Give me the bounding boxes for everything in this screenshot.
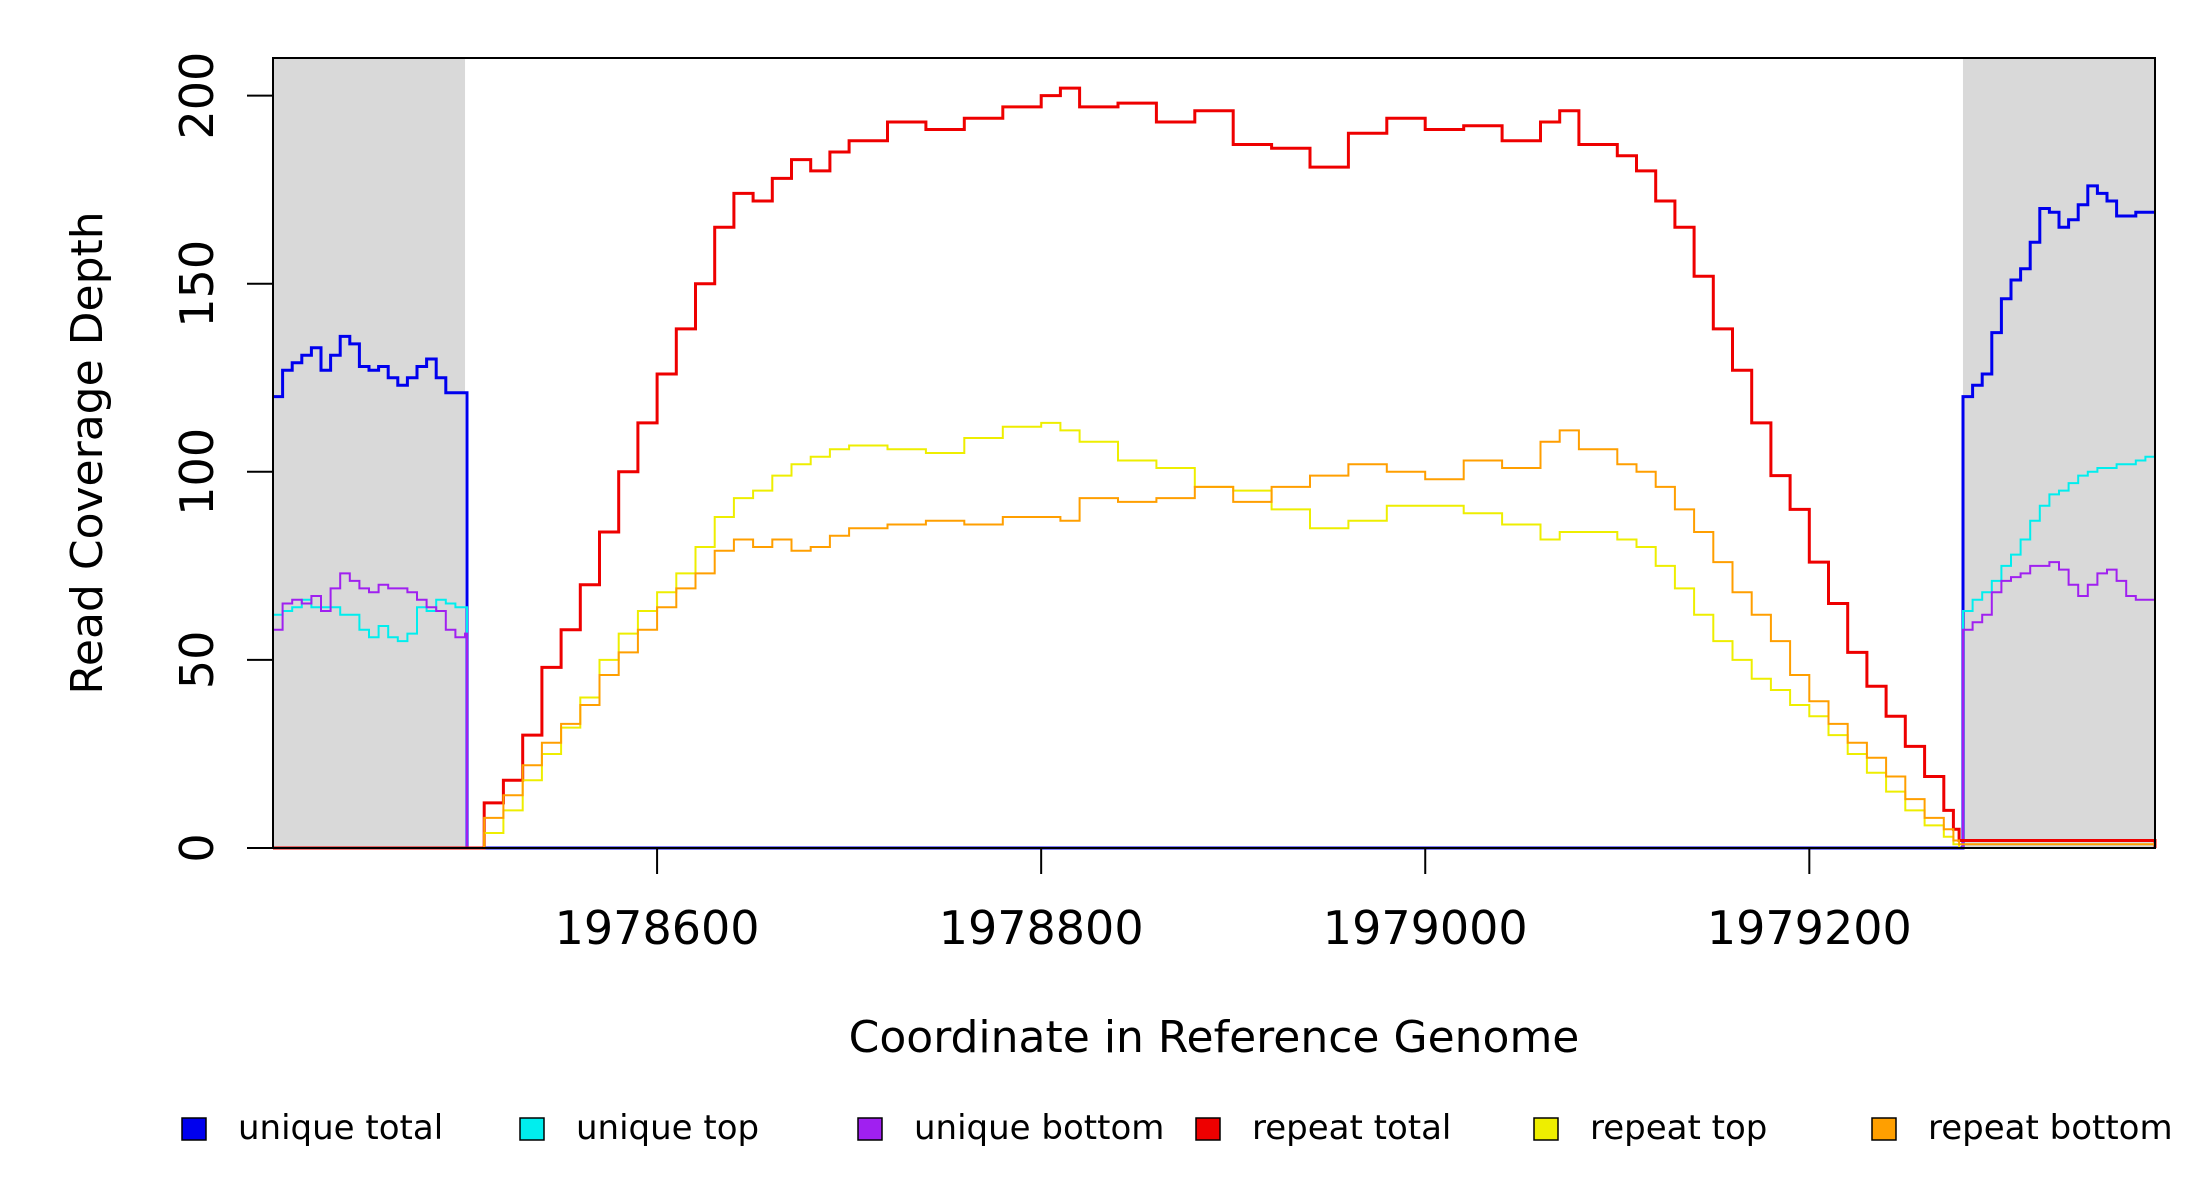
- legend-label-repeat-bottom: repeat bottom: [1928, 1108, 2173, 1148]
- legend-swatch-repeat-top: [1533, 1117, 1559, 1141]
- y-tick-label: 0: [170, 833, 224, 862]
- series-line-repeat-total: [273, 86, 2157, 850]
- y-tick-label: 50: [170, 631, 224, 690]
- y-tick-label: 150: [170, 240, 224, 328]
- series-line-unique-top: [273, 455, 2155, 849]
- y-axis: 0 50 100 150 200: [170, 52, 273, 863]
- legend-swatch-unique-total: [181, 1117, 207, 1141]
- legend-swatch-unique-top: [519, 1117, 545, 1141]
- legend-swatch-unique-bottom: [857, 1117, 883, 1141]
- legend-label-repeat-top: repeat top: [1590, 1108, 1767, 1148]
- x-tick-label: 1978600: [555, 901, 760, 955]
- legend-label-unique-top: unique top: [576, 1108, 759, 1148]
- legend-label-repeat-total: repeat total: [1252, 1108, 1451, 1148]
- y-tick-label: 200: [170, 52, 224, 140]
- x-tick-label: 1978800: [939, 901, 1144, 955]
- x-tick-label: 1979200: [1707, 901, 1912, 955]
- y-axis-title: Read Coverage Depth: [62, 211, 113, 694]
- legend: unique total unique top unique bottom repea…: [181, 1108, 2173, 1148]
- shaded-region-2: [1962, 58, 2155, 848]
- x-axis-title: Coordinate in Reference Genome: [849, 1012, 1580, 1063]
- legend-label-unique-bottom: unique bottom: [914, 1108, 1164, 1148]
- x-axis: 1978600 1978800 1979000 1979200: [555, 848, 1912, 955]
- y-tick-label: 100: [170, 428, 224, 516]
- legend-swatch-repeat-total: [1195, 1117, 1221, 1141]
- x-tick-label: 1979000: [1323, 901, 1528, 955]
- shaded-regions: [273, 58, 2155, 848]
- series-line-unique-bottom: [273, 561, 2155, 849]
- legend-label-unique-total: unique total: [238, 1108, 443, 1148]
- plot-frame: [272, 57, 2156, 849]
- series-lines: [273, 86, 2157, 850]
- shaded-region-1: [273, 58, 466, 848]
- series-line-unique-total: [273, 184, 2155, 850]
- legend-swatch-repeat-bottom: [1871, 1117, 1897, 1141]
- series-line-repeat-bottom: [273, 429, 2156, 849]
